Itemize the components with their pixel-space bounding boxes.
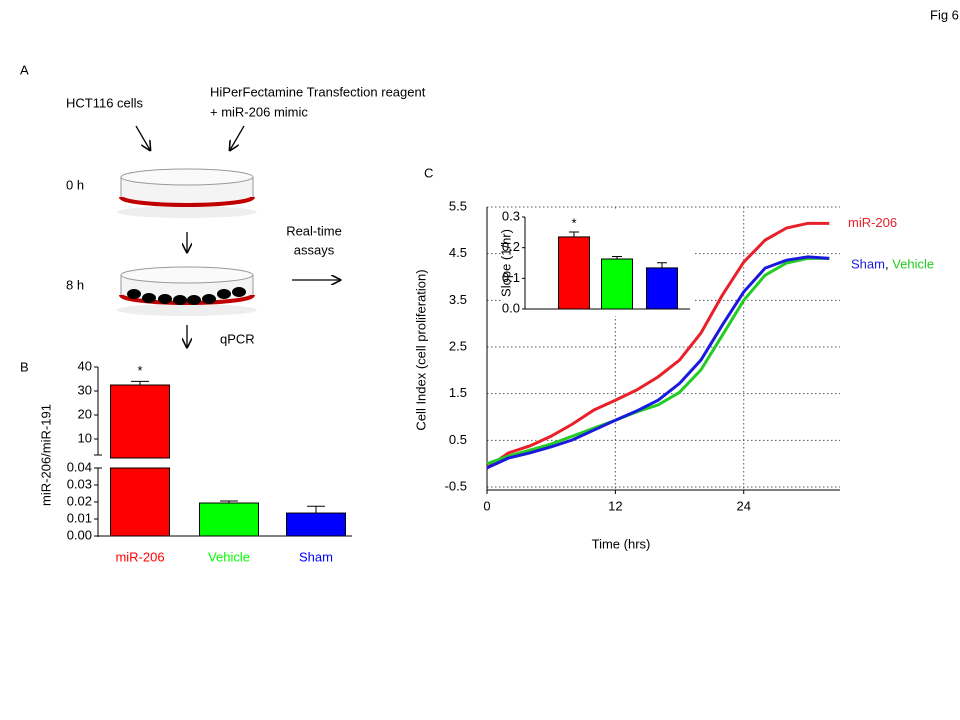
bar [110, 467, 170, 537]
x-tick-label: 0 [483, 498, 490, 513]
arrow [230, 125, 245, 150]
error-bar [131, 380, 149, 385]
x-tick-label: miR-206 [115, 549, 164, 564]
series-label: Sham, Vehicle [851, 257, 934, 272]
error-bar [612, 256, 622, 260]
dish [117, 168, 257, 218]
series-label-part: Sham [851, 257, 885, 272]
y-tick-label: -0.5 [445, 478, 467, 493]
y-tick-label: 2.5 [449, 338, 467, 353]
assays-label: assays [294, 242, 335, 257]
x-tick-label: Vehicle [208, 549, 250, 564]
time-label: 0 h [66, 177, 84, 192]
qpcr-label: qPCR [220, 331, 255, 346]
y-tick-label: 30 [78, 382, 92, 397]
error-bar [657, 262, 667, 268]
x-tick-label: Sham [299, 549, 333, 564]
bar [601, 258, 633, 310]
bar [110, 384, 170, 459]
error-bar [307, 505, 325, 514]
panel-label: B [20, 359, 29, 374]
x-tick-label: 24 [736, 498, 750, 513]
y-tick-label: 0.2 [502, 239, 520, 254]
panel-label: C [424, 165, 433, 180]
reagent-label: HiPerFectamine Transfection reagent [210, 84, 426, 99]
series-label: miR-206 [848, 215, 897, 230]
y-axis-title: Cell Index (cell proliferation) [413, 269, 428, 430]
y-tick-label: 0.03 [67, 476, 92, 491]
series-label-part: , [885, 257, 889, 272]
bar [646, 267, 678, 310]
arrow [135, 125, 150, 150]
assays-label: Real-time [286, 223, 342, 238]
bar [286, 512, 346, 537]
y-tick-label: 0.5 [449, 432, 467, 447]
bar [558, 236, 590, 310]
y-tick-label: 3.5 [449, 292, 467, 307]
series-line [486, 255, 830, 470]
y-tick-label: 10 [78, 430, 92, 445]
y-tick-label: 0.3 [502, 208, 520, 223]
y-tick-label: 1.5 [449, 385, 467, 400]
y-tick-label: 0.04 [67, 459, 92, 474]
x-axis-title: Time (hrs) [592, 536, 651, 551]
annotation: * [137, 363, 142, 378]
y-tick-label: 4.5 [449, 245, 467, 260]
figure-label: Fig 6 [930, 7, 959, 22]
panel-label: A [20, 62, 29, 77]
y-tick-label: 20 [78, 406, 92, 421]
y-axis-title: Slope (1/hr) [498, 229, 513, 297]
series-label-part: Vehicle [889, 257, 935, 272]
time-label: 8 h [66, 277, 84, 292]
y-tick-label: 40 [78, 358, 92, 373]
y-tick-label: 0.00 [67, 527, 92, 542]
series-line [486, 256, 830, 466]
error-bar [220, 500, 238, 504]
cells-label: HCT116 cells [66, 95, 144, 110]
y-tick-label: 5.5 [449, 198, 467, 213]
y-tick-label: 0.1 [502, 270, 520, 285]
annotation: * [571, 215, 576, 230]
series-line [486, 221, 830, 470]
x-tick-label: 12 [608, 498, 622, 513]
reagent-label: + miR-206 mimic [210, 104, 308, 119]
dish [117, 266, 257, 316]
y-tick-label: 0.01 [67, 510, 92, 525]
y-axis-title: miR-206/miR-191 [38, 404, 53, 506]
error-bar [569, 231, 579, 237]
y-tick-label: 0.0 [502, 300, 520, 315]
bar [199, 502, 259, 537]
y-tick-label: 0.02 [67, 493, 92, 508]
